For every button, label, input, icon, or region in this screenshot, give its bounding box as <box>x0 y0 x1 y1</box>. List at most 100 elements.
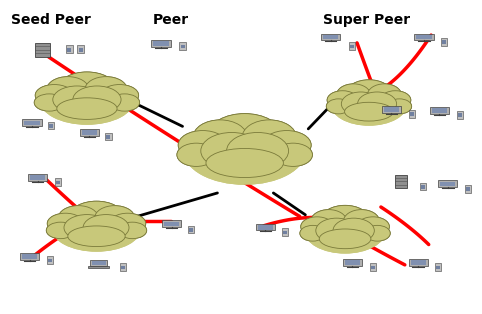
Ellipse shape <box>316 218 357 243</box>
FancyBboxPatch shape <box>431 108 447 113</box>
Ellipse shape <box>73 86 121 113</box>
FancyBboxPatch shape <box>421 185 425 189</box>
Ellipse shape <box>73 86 121 113</box>
Ellipse shape <box>209 114 280 154</box>
Ellipse shape <box>47 213 83 234</box>
Ellipse shape <box>304 208 386 254</box>
FancyBboxPatch shape <box>107 135 110 139</box>
Ellipse shape <box>380 91 411 110</box>
Ellipse shape <box>183 117 306 185</box>
Ellipse shape <box>336 84 371 106</box>
Ellipse shape <box>326 99 351 114</box>
FancyBboxPatch shape <box>91 260 107 266</box>
FancyBboxPatch shape <box>349 42 355 50</box>
Ellipse shape <box>357 217 389 236</box>
FancyBboxPatch shape <box>151 40 171 47</box>
Ellipse shape <box>227 133 289 169</box>
FancyBboxPatch shape <box>343 259 362 266</box>
FancyBboxPatch shape <box>188 226 194 233</box>
FancyBboxPatch shape <box>384 107 399 112</box>
Ellipse shape <box>343 210 379 233</box>
FancyBboxPatch shape <box>465 185 471 192</box>
FancyBboxPatch shape <box>415 34 433 41</box>
FancyBboxPatch shape <box>420 183 426 191</box>
FancyBboxPatch shape <box>382 106 401 113</box>
Ellipse shape <box>301 217 334 236</box>
Ellipse shape <box>242 120 296 155</box>
Ellipse shape <box>100 84 139 106</box>
Ellipse shape <box>201 133 263 169</box>
FancyBboxPatch shape <box>79 47 83 51</box>
FancyBboxPatch shape <box>189 228 193 232</box>
Ellipse shape <box>262 131 311 160</box>
FancyBboxPatch shape <box>80 129 99 136</box>
Ellipse shape <box>300 225 326 241</box>
FancyBboxPatch shape <box>181 45 185 48</box>
FancyBboxPatch shape <box>66 45 73 53</box>
FancyBboxPatch shape <box>24 121 40 125</box>
Ellipse shape <box>319 229 371 249</box>
FancyBboxPatch shape <box>409 259 428 266</box>
Ellipse shape <box>47 77 89 102</box>
Ellipse shape <box>345 102 393 121</box>
Ellipse shape <box>345 102 393 121</box>
Ellipse shape <box>321 205 369 233</box>
Ellipse shape <box>209 114 280 154</box>
Ellipse shape <box>358 92 397 116</box>
FancyBboxPatch shape <box>56 181 60 184</box>
FancyBboxPatch shape <box>436 266 440 269</box>
Ellipse shape <box>177 143 215 166</box>
FancyBboxPatch shape <box>441 38 447 46</box>
Ellipse shape <box>206 149 283 177</box>
Ellipse shape <box>333 218 375 243</box>
FancyBboxPatch shape <box>20 253 39 260</box>
FancyBboxPatch shape <box>458 113 462 117</box>
FancyBboxPatch shape <box>438 181 457 187</box>
Ellipse shape <box>68 226 125 246</box>
FancyBboxPatch shape <box>55 178 61 186</box>
FancyBboxPatch shape <box>456 111 463 119</box>
Ellipse shape <box>70 201 123 230</box>
Ellipse shape <box>64 214 110 241</box>
Ellipse shape <box>343 210 379 233</box>
Ellipse shape <box>53 86 101 113</box>
Ellipse shape <box>367 84 402 106</box>
FancyBboxPatch shape <box>92 261 106 265</box>
Ellipse shape <box>326 99 351 114</box>
Ellipse shape <box>51 203 142 252</box>
Ellipse shape <box>311 210 347 233</box>
Ellipse shape <box>53 86 101 113</box>
Ellipse shape <box>68 226 125 246</box>
FancyBboxPatch shape <box>345 261 360 265</box>
FancyBboxPatch shape <box>321 34 340 41</box>
FancyBboxPatch shape <box>47 257 54 264</box>
FancyBboxPatch shape <box>429 107 449 114</box>
Ellipse shape <box>193 120 247 155</box>
Ellipse shape <box>357 217 389 236</box>
FancyBboxPatch shape <box>162 220 181 227</box>
Ellipse shape <box>387 99 412 114</box>
Ellipse shape <box>316 218 357 243</box>
Ellipse shape <box>46 222 75 239</box>
FancyBboxPatch shape <box>88 266 109 268</box>
Ellipse shape <box>178 131 227 160</box>
Ellipse shape <box>58 206 98 230</box>
Ellipse shape <box>347 80 391 106</box>
Ellipse shape <box>51 203 142 252</box>
Ellipse shape <box>109 213 146 234</box>
Ellipse shape <box>39 74 134 125</box>
FancyBboxPatch shape <box>282 228 288 236</box>
FancyBboxPatch shape <box>409 110 415 118</box>
Ellipse shape <box>327 91 358 110</box>
Ellipse shape <box>178 131 227 160</box>
Ellipse shape <box>34 94 64 111</box>
FancyBboxPatch shape <box>283 230 287 234</box>
Ellipse shape <box>177 143 215 166</box>
FancyBboxPatch shape <box>35 43 50 57</box>
Ellipse shape <box>330 82 408 126</box>
FancyBboxPatch shape <box>105 133 112 140</box>
FancyBboxPatch shape <box>28 174 47 181</box>
Ellipse shape <box>57 98 117 119</box>
FancyBboxPatch shape <box>395 175 407 188</box>
FancyBboxPatch shape <box>370 263 376 271</box>
